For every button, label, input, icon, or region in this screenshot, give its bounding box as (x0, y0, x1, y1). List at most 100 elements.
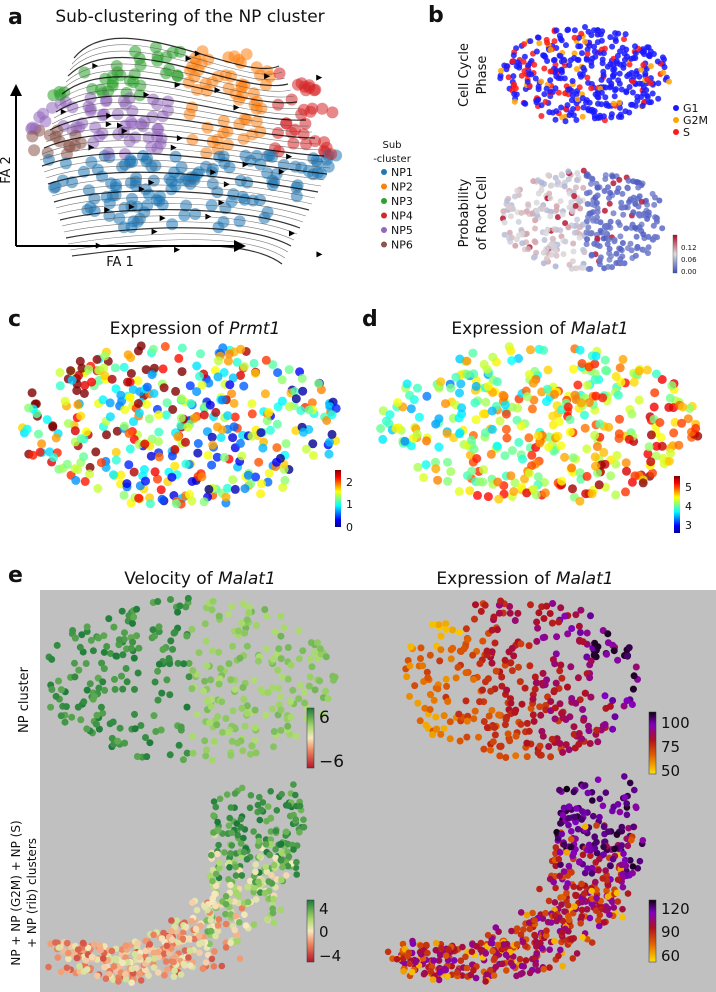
cell-point (547, 68, 554, 75)
cell-point (505, 648, 513, 656)
cell-point (65, 949, 72, 957)
cell-point (201, 620, 209, 628)
cell-point (678, 402, 688, 412)
cell-point (664, 456, 674, 466)
cell-point (610, 647, 618, 655)
cell-point (325, 437, 334, 447)
cell-point (557, 75, 564, 82)
cell-point (615, 363, 625, 373)
cell-point (533, 950, 540, 958)
cell-point (468, 948, 476, 955)
panel-e: Velocity of Malat1 Expression of Malat1 … (9, 569, 716, 992)
cb-tick: 5 (685, 481, 692, 494)
cell-point (470, 398, 480, 408)
cell-point (166, 691, 174, 699)
cell-point (324, 449, 334, 459)
cell-point (618, 204, 625, 211)
cell-point (548, 411, 558, 421)
cell-point (108, 734, 116, 742)
cell-point (607, 218, 614, 225)
cell-point (202, 959, 210, 966)
cell-point (96, 458, 106, 468)
cell-point (244, 883, 251, 891)
cell-point (247, 877, 254, 885)
cell-point (524, 433, 534, 443)
cell-point (624, 185, 631, 192)
cell-point (556, 667, 564, 675)
cell-point (142, 734, 149, 741)
cell-point (583, 190, 590, 197)
cell-point (667, 381, 677, 391)
cell-point (301, 444, 311, 454)
cell-point (210, 829, 217, 836)
cell-point (538, 187, 545, 194)
cell-point (512, 732, 520, 740)
cell-point (498, 67, 504, 74)
cell-point (559, 748, 567, 756)
cell-point (145, 160, 158, 173)
cell-point (70, 426, 80, 436)
cell-point (516, 421, 526, 431)
cell-point (634, 97, 641, 104)
cell-point (378, 434, 388, 444)
cell-point (205, 400, 215, 410)
cell-point (231, 790, 239, 797)
cell-point (409, 940, 417, 947)
cell-point (493, 477, 503, 487)
cell-point (550, 687, 558, 695)
cell-point (557, 604, 565, 612)
cell-point (215, 680, 223, 688)
cell-point (618, 861, 625, 869)
cell-point (553, 108, 560, 115)
stream-arrow (214, 87, 221, 94)
cell-point (221, 138, 234, 151)
cell-point (212, 870, 220, 878)
cell-point (624, 434, 634, 444)
cell-point (505, 74, 512, 81)
cell-point (307, 168, 320, 181)
cell-point (588, 900, 595, 908)
cell-point (147, 370, 157, 380)
cell-point (598, 101, 605, 108)
cell-point (614, 434, 624, 443)
cell-point (74, 370, 84, 380)
cell-point (548, 182, 555, 189)
cell-point (414, 699, 422, 707)
cell-point (287, 137, 300, 150)
cell-point (517, 931, 525, 938)
cell-point (560, 251, 567, 258)
cb-tick: 2 (346, 476, 353, 489)
cb-tick: 120 (661, 900, 690, 918)
cell-point (116, 470, 126, 480)
stream-arrow (210, 169, 217, 176)
cell-point (119, 362, 129, 372)
cell-point (588, 870, 596, 877)
cell-point (621, 56, 628, 63)
cell-point (202, 752, 210, 760)
cell-point (578, 735, 586, 743)
cell-point (599, 447, 609, 457)
cell-point (515, 663, 522, 671)
cell-point (611, 93, 618, 100)
cell-point (587, 846, 595, 854)
cell-point (210, 812, 217, 819)
legend-label-np4: NP4 (391, 210, 413, 223)
cell-point (199, 497, 209, 507)
cell-point (100, 95, 112, 108)
cell-point (604, 422, 614, 432)
cell-point (49, 453, 59, 462)
cell-point (86, 680, 94, 688)
cell-point (227, 911, 235, 918)
cell-point (539, 345, 549, 355)
cell-point (273, 807, 281, 814)
cell-point (227, 850, 234, 857)
cell-point (561, 612, 569, 620)
cell-point (510, 478, 520, 488)
e-expr-all-points (384, 773, 647, 985)
cell-point (228, 50, 241, 63)
cell-point (531, 673, 539, 681)
cell-point (186, 399, 196, 408)
cell-point (532, 75, 539, 82)
cell-point (171, 70, 184, 83)
cell-point (584, 236, 591, 243)
